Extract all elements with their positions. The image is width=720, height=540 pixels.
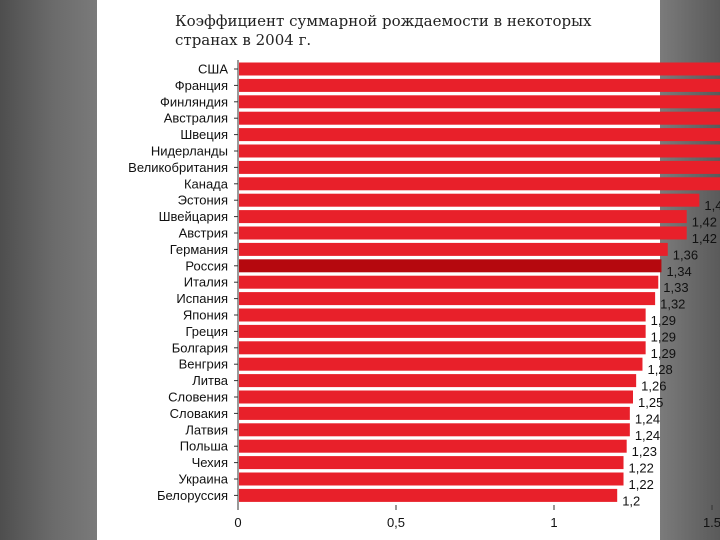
- bar: [239, 144, 720, 158]
- category-label: Украина: [179, 472, 229, 487]
- category-label: Латвия: [185, 422, 228, 437]
- bar: [239, 324, 646, 338]
- bar: [239, 390, 633, 404]
- value-label: 1,42: [692, 231, 717, 246]
- category-label: Япония: [183, 308, 228, 323]
- category-label: Италия: [184, 275, 228, 290]
- value-label: 1,36: [673, 247, 698, 262]
- bar: [239, 160, 720, 174]
- category-label: Словения: [168, 390, 228, 405]
- category-label: Нидерланды: [151, 144, 228, 159]
- category-label: Франция: [175, 78, 228, 93]
- axis-layer: [234, 60, 713, 510]
- x-tick-label: 1: [550, 515, 557, 530]
- labels-layer: 00,511.522.5США2,06Франция1,91Финляндия1…: [128, 62, 720, 531]
- bar: [239, 308, 646, 322]
- category-label: Швейцария: [159, 209, 228, 224]
- value-label: 1,32: [660, 297, 685, 312]
- bar: [239, 193, 700, 207]
- category-label: Испания: [176, 291, 228, 306]
- bar: [239, 210, 687, 224]
- bar: [239, 242, 668, 256]
- category-label: Эстония: [178, 193, 228, 208]
- bar: [239, 275, 659, 289]
- category-label: Россия: [185, 258, 228, 273]
- value-label: 1,46: [704, 198, 720, 213]
- bar: [239, 488, 618, 502]
- bar: [239, 456, 624, 470]
- category-label: Словакия: [170, 406, 228, 421]
- value-label: 1,22: [629, 477, 654, 492]
- bar: [239, 62, 720, 76]
- value-label: 1,29: [651, 346, 676, 361]
- value-label: 1,2: [622, 493, 640, 508]
- bar: [239, 95, 720, 109]
- bar: [239, 374, 637, 388]
- category-label: Польша: [180, 439, 229, 454]
- category-label: Австрия: [179, 226, 228, 241]
- value-label: 1,23: [632, 444, 657, 459]
- category-label: Литва: [192, 373, 229, 388]
- bars-layer: [239, 62, 720, 502]
- bar: [239, 177, 720, 191]
- value-label: 1,22: [629, 461, 654, 476]
- bar: [239, 406, 630, 420]
- value-label: 1,25: [638, 395, 663, 410]
- category-label: Греция: [185, 324, 228, 339]
- category-label: Швеция: [180, 127, 228, 142]
- category-label: Канада: [184, 176, 229, 191]
- bar: [239, 111, 720, 125]
- category-label: Германия: [170, 242, 228, 257]
- bar: [239, 423, 630, 437]
- value-label: 1,33: [663, 280, 688, 295]
- value-label: 1,34: [666, 264, 691, 279]
- bar: [239, 259, 662, 273]
- category-label: Белоруссия: [157, 488, 228, 503]
- category-label: Чехия: [192, 455, 228, 470]
- bar: [239, 357, 643, 371]
- x-tick-label: 0: [234, 515, 241, 530]
- value-label: 1,28: [647, 362, 672, 377]
- value-label: 1,42: [692, 215, 717, 230]
- bar: [239, 292, 656, 306]
- chart-title: Коэффициент суммарной рождаемости в неко…: [175, 12, 592, 49]
- x-tick-label: 1.5: [703, 515, 720, 530]
- category-label: США: [198, 62, 228, 77]
- value-label: 1,24: [635, 428, 660, 443]
- bar: [239, 226, 687, 240]
- x-tick-label: 0,5: [387, 515, 405, 530]
- category-label: Финляндия: [160, 94, 228, 109]
- value-label: 1,29: [651, 329, 676, 344]
- category-label: Болгария: [172, 340, 228, 355]
- slide-left-margin: [0, 0, 97, 540]
- bar: [239, 78, 720, 92]
- bar: [239, 439, 627, 453]
- bar: [239, 128, 720, 142]
- value-label: 1,24: [635, 411, 660, 426]
- category-label: Австралия: [164, 111, 228, 126]
- category-label: Великобритания: [128, 160, 228, 175]
- category-label: Венгрия: [179, 357, 228, 372]
- bar: [239, 472, 624, 486]
- value-label: 1,29: [651, 313, 676, 328]
- value-label: 1,26: [641, 379, 666, 394]
- bar: [239, 341, 646, 355]
